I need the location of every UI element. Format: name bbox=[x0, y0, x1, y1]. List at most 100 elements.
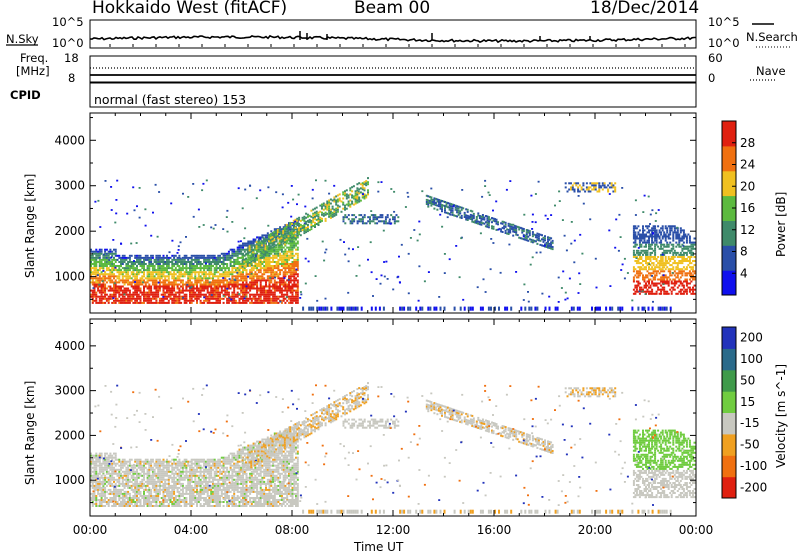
power-cell bbox=[519, 226, 522, 229]
power-cell bbox=[150, 301, 153, 304]
power-cell bbox=[169, 281, 172, 284]
power-cell bbox=[199, 277, 202, 280]
power-cell bbox=[340, 200, 343, 203]
power-cell bbox=[229, 295, 232, 298]
power-cell bbox=[289, 246, 292, 249]
power-cell bbox=[203, 287, 206, 290]
power-cell bbox=[631, 299, 634, 302]
power-cell bbox=[690, 241, 693, 244]
power-cell bbox=[277, 246, 280, 249]
power-cell bbox=[137, 271, 140, 274]
power-cell bbox=[275, 256, 278, 259]
power-cell bbox=[651, 239, 654, 242]
power-cell bbox=[222, 293, 225, 296]
power-cell bbox=[178, 295, 181, 298]
power-cell bbox=[181, 297, 184, 300]
power-cell bbox=[273, 273, 276, 276]
power-cell bbox=[224, 279, 227, 282]
power-cell bbox=[243, 287, 246, 290]
power-cell bbox=[579, 233, 582, 236]
power-cell bbox=[304, 257, 307, 260]
power-cell bbox=[95, 256, 98, 259]
power-cell bbox=[289, 221, 292, 224]
power-cell bbox=[299, 226, 302, 228]
velocity-cell bbox=[100, 486, 103, 489]
power-cell bbox=[349, 203, 352, 206]
power-cell bbox=[206, 297, 209, 300]
power-cell bbox=[488, 220, 491, 223]
power-cell bbox=[648, 225, 650, 228]
power-cell bbox=[196, 277, 198, 280]
power-cell bbox=[693, 276, 696, 279]
power-cell bbox=[91, 273, 94, 276]
power-cell bbox=[229, 273, 232, 276]
velocity-cell bbox=[95, 482, 98, 485]
power-cell bbox=[591, 182, 594, 185]
power-cell bbox=[359, 199, 362, 202]
power-cell bbox=[525, 231, 528, 234]
power-cell bbox=[243, 237, 246, 240]
power-cell bbox=[466, 208, 469, 211]
power-cell bbox=[632, 292, 635, 295]
power-cell bbox=[264, 244, 267, 247]
power-cell bbox=[480, 223, 483, 226]
power-cell bbox=[678, 284, 681, 287]
power-cell bbox=[208, 271, 211, 274]
power-cell bbox=[146, 258, 149, 261]
power-cell bbox=[642, 231, 644, 234]
power-cell bbox=[667, 235, 670, 238]
power-cell bbox=[500, 228, 503, 231]
power-cell bbox=[660, 231, 663, 234]
power-cell bbox=[107, 269, 110, 272]
power-cell bbox=[645, 274, 647, 277]
power-cell bbox=[249, 271, 252, 274]
power-cell bbox=[682, 284, 685, 287]
power-cell bbox=[634, 231, 637, 234]
power-cell bbox=[331, 215, 334, 218]
power-cell bbox=[123, 299, 126, 302]
power-cell bbox=[289, 277, 292, 280]
power-cell bbox=[167, 295, 170, 298]
velocity-cell bbox=[104, 505, 107, 507]
power-cell bbox=[121, 256, 124, 259]
power-cell bbox=[433, 207, 436, 210]
power-cell bbox=[136, 295, 138, 298]
power-cell bbox=[279, 254, 282, 257]
power-cell bbox=[197, 275, 200, 278]
power-cell bbox=[102, 265, 105, 267]
power-cell bbox=[227, 250, 230, 253]
power-cell bbox=[213, 301, 216, 304]
power-cell bbox=[208, 297, 211, 300]
power-cell bbox=[512, 223, 515, 226]
power-cell bbox=[259, 275, 262, 278]
power-cell bbox=[236, 254, 239, 257]
power-cell bbox=[98, 279, 101, 282]
power-cell bbox=[185, 281, 188, 284]
power-cell bbox=[504, 225, 507, 228]
power-cell bbox=[256, 277, 259, 280]
power-cell bbox=[134, 301, 137, 304]
power-cell bbox=[666, 276, 669, 279]
velocity-cell bbox=[93, 497, 96, 499]
power-cell bbox=[176, 277, 179, 280]
power-cell bbox=[276, 237, 279, 240]
power-cell bbox=[471, 216, 474, 219]
power-cell bbox=[672, 245, 675, 248]
power-cell bbox=[257, 238, 260, 241]
power-cell bbox=[486, 223, 489, 226]
power-cell bbox=[279, 291, 282, 294]
power-cell bbox=[192, 271, 195, 274]
power-cell bbox=[663, 249, 666, 252]
power-cell bbox=[682, 292, 685, 295]
power-cell bbox=[90, 269, 92, 272]
power-cell bbox=[367, 191, 369, 194]
power-cell bbox=[289, 279, 292, 282]
power-cell bbox=[210, 256, 213, 259]
power-cell bbox=[229, 258, 232, 261]
power-cell bbox=[660, 239, 663, 242]
power-cell bbox=[679, 268, 682, 271]
power-cell bbox=[314, 215, 316, 218]
power-cell bbox=[296, 248, 299, 251]
power-cell bbox=[240, 263, 243, 265]
power-cell bbox=[236, 287, 239, 290]
